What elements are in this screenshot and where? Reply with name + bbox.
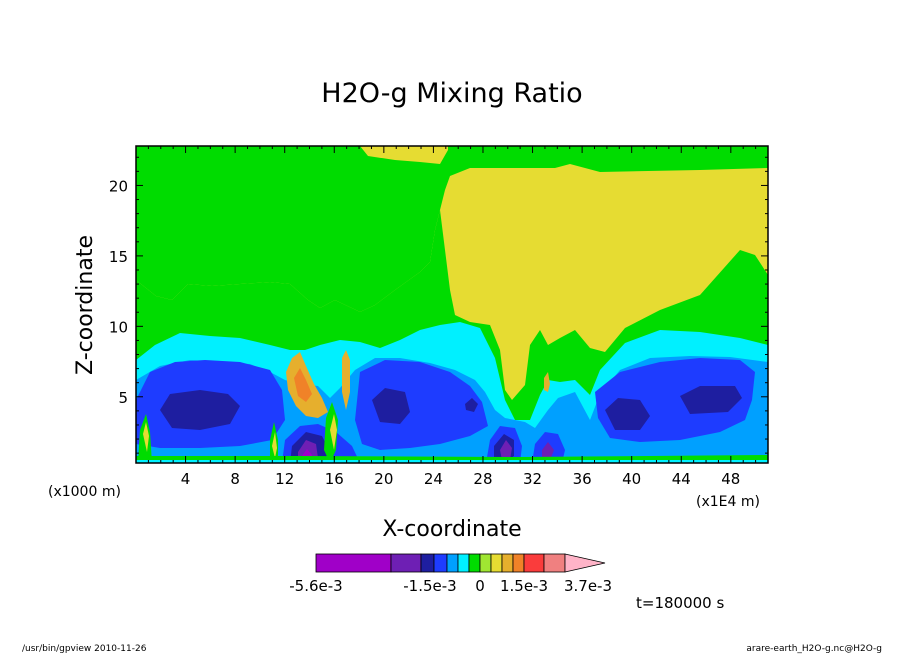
contour-band-yellow-plume-2	[143, 422, 149, 452]
x-tick-label: 32	[523, 470, 542, 488]
contour-band-purple-2	[500, 440, 512, 460]
colorbar-swatch	[501, 553, 514, 573]
contour-band-yellow-plume-1	[330, 414, 337, 450]
colorbar-swatch	[420, 553, 435, 573]
colorbar-label: 0	[475, 577, 485, 595]
colorbar-label: -5.6e-3	[289, 577, 342, 595]
colorbar	[315, 553, 606, 573]
contour-band-dark-blue-3	[465, 398, 478, 412]
x-tick-label: 28	[473, 470, 492, 488]
y-axis-label: Z-coordinate	[73, 235, 98, 375]
contour-band-top-green	[136, 146, 768, 312]
y-tick-label: 10	[109, 318, 128, 336]
x-unit-right: (x1E4 m)	[696, 494, 760, 510]
colorbar-swatch	[315, 553, 392, 573]
colorbar-swatch	[446, 553, 459, 573]
contour-band-dark-blue-2	[372, 388, 410, 424]
x-tick-label: 24	[424, 470, 443, 488]
colorbar-swatch	[468, 553, 481, 573]
colorbar-swatch	[479, 553, 492, 573]
contour-band-orange-2	[294, 368, 312, 402]
contour-band-dark-blue-1	[160, 390, 240, 430]
x-tick-label: 36	[573, 470, 592, 488]
y-tick-label: 5	[118, 389, 128, 407]
x-tick-label: 20	[374, 470, 393, 488]
colorbar-swatch	[433, 553, 448, 573]
y-tick-label: 15	[109, 248, 128, 266]
colorbar-label: -1.5e-3	[403, 577, 456, 595]
time-label: t=180000 s	[636, 594, 724, 612]
x-tick-label: 4	[181, 470, 191, 488]
x-tick-label: 44	[672, 470, 691, 488]
contour-band-orange-3	[342, 350, 350, 410]
contour-plot	[136, 146, 768, 463]
footer-left: /usr/bin/gpview 2010-11-26	[22, 644, 147, 654]
x-tick-label: 8	[230, 470, 240, 488]
colorbar-swatch	[457, 553, 470, 573]
contour-band-dark-blue-5	[680, 386, 742, 414]
colorbar-swatch	[523, 553, 545, 573]
colorbar-swatch	[390, 553, 422, 573]
colorbar-label: 3.7e-3	[564, 577, 612, 595]
footer-right: arare-earth_H2O-g.nc@H2O-g	[746, 644, 882, 654]
contour-band-dark-blue-4	[605, 398, 650, 430]
contour-band-orange-4	[544, 372, 550, 392]
contour-band-yellow-plume-3	[272, 432, 277, 458]
x-tick-label: 48	[721, 470, 740, 488]
x-tick-label: 40	[622, 470, 641, 488]
contour-band-purple-3	[542, 442, 554, 460]
colorbar-label: 1.5e-3	[500, 577, 548, 595]
colorbar-arrow	[564, 553, 606, 573]
contour-band-blue-2	[355, 360, 488, 450]
colorbar-swatch	[543, 553, 566, 573]
y-tick-label: 20	[109, 177, 128, 195]
colorbar-labels: -5.6e-3 -1.5e-3 0 1.5e-3 3.7e-3	[289, 577, 612, 595]
chart-title: H2O-g Mixing Ratio	[321, 78, 582, 109]
colorbar-swatch	[512, 553, 525, 573]
colorbar-swatch	[490, 553, 503, 573]
x-ticks: 4 8 12 16 20 24 28 32 36 40 44 48	[147, 146, 757, 488]
y-ticks: 5 10 15 20	[109, 156, 768, 454]
x-tick-label: 12	[275, 470, 294, 488]
x-axis-label: X-coordinate	[382, 517, 521, 542]
x-tick-label: 16	[325, 470, 344, 488]
x-unit-left: (x1000 m)	[48, 484, 121, 500]
plot-frame	[135, 145, 769, 464]
